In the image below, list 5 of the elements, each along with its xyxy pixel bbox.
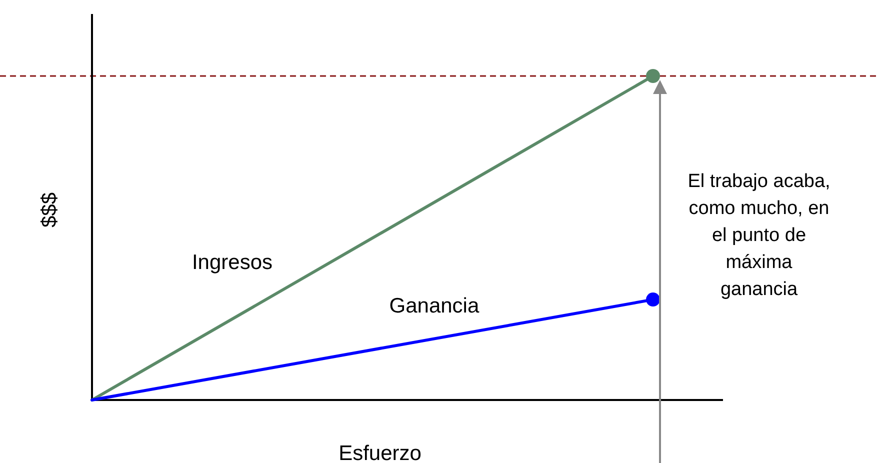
x-axis-title: Esfuerzo [338,442,422,463]
series-label: Ganancia [389,294,480,318]
series-label: Ingresos [192,251,273,274]
y-axis-title: $$$ [38,192,61,228]
annotation: El trabajo acaba, como mucho, en el punto de máxima ganancia [688,171,830,300]
